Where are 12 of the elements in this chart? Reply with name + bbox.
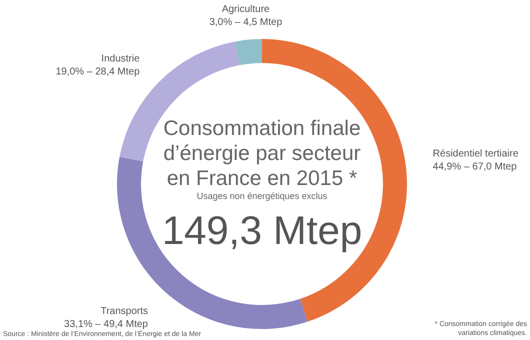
- data-label: 19,0% – 28,4 Mtep: [56, 66, 140, 78]
- slice-label: Transports: [100, 306, 148, 318]
- data-label: 44,9% – 67,0 Mtep: [432, 161, 518, 172]
- data-label: 3,0% – 4,5 Mtep: [209, 16, 283, 28]
- slice-label: Résidentiel tertiaire: [432, 148, 519, 160]
- donut-slice: [234, 39, 262, 66]
- slice-label: Agriculture: [222, 4, 270, 15]
- data-label: 33,1% – 49,4 Mtep: [64, 319, 148, 330]
- text: Consommation finale d’énergie par secteur en France en 2015 *: [163, 117, 361, 190]
- text: 149,3 Mtep: [162, 209, 362, 253]
- slice-label: Industrie: [101, 54, 140, 65]
- text: Usages non énergétiques exclus: [196, 191, 328, 201]
